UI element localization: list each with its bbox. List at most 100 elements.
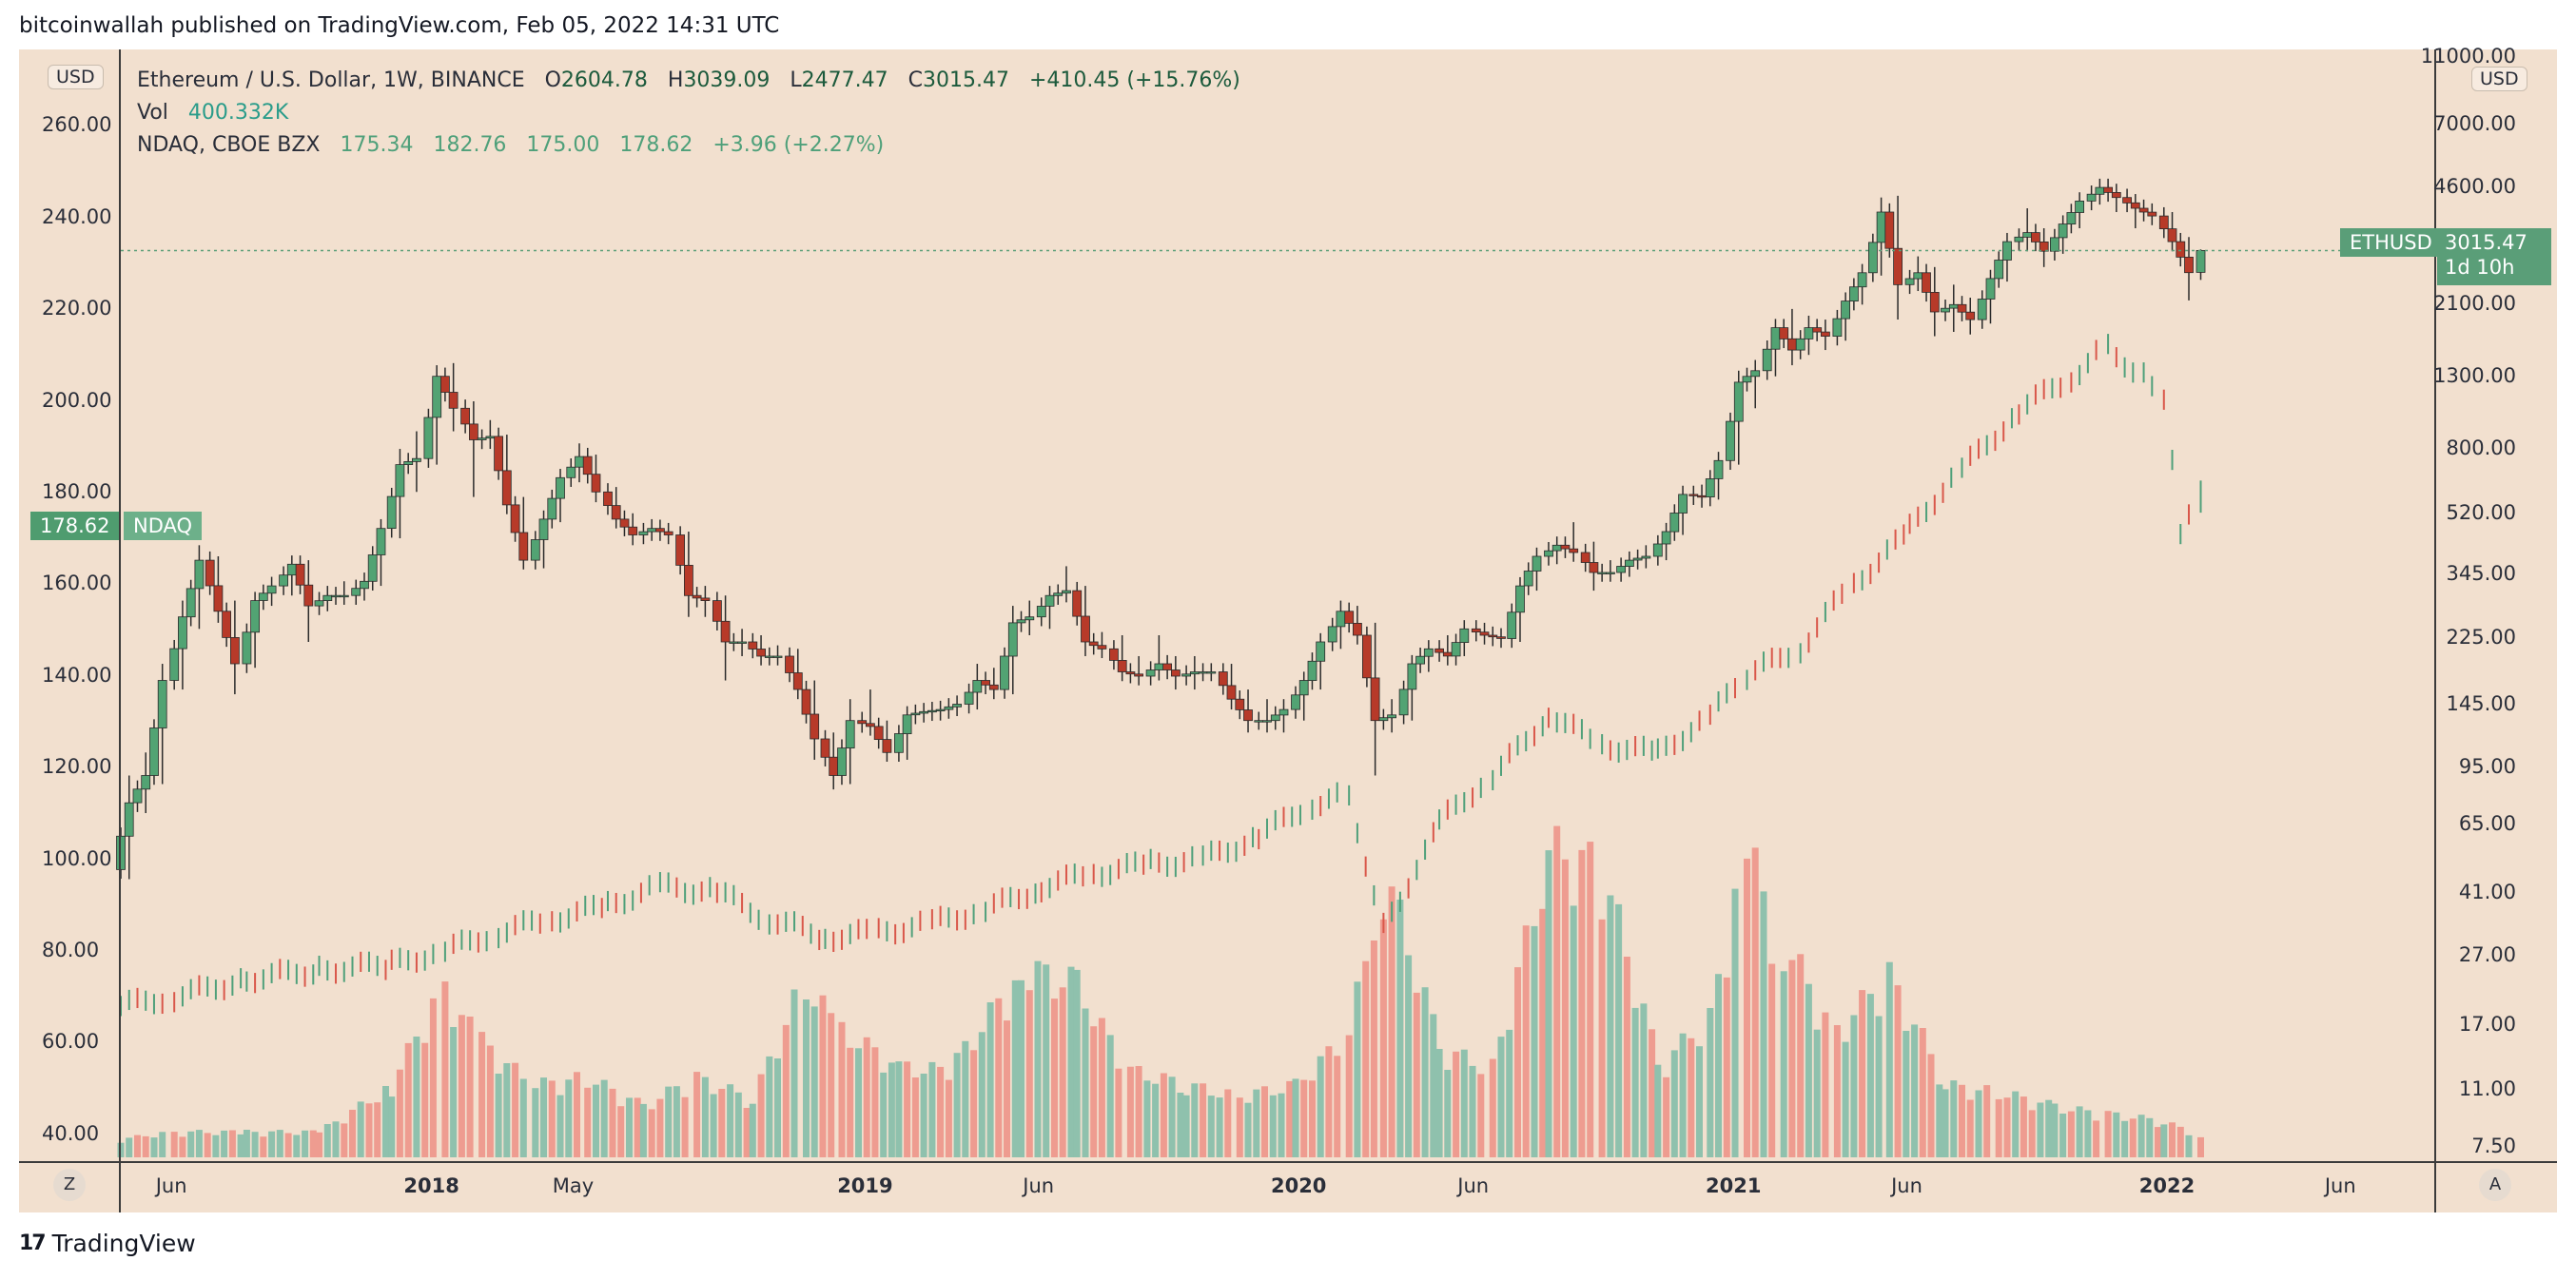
- volume-bar: [855, 1048, 862, 1157]
- volume-bar: [1191, 1083, 1199, 1157]
- eth-low: 2477.47: [801, 68, 888, 92]
- chart-area[interactable]: [19, 49, 2557, 1212]
- volume-bar: [1570, 905, 1577, 1157]
- eth-candle: [873, 726, 884, 741]
- eth-candle: [1957, 303, 1967, 313]
- tradingview-logo[interactable]: 17 TradingView: [19, 1230, 196, 1257]
- ethusd-symbol-tag: ETHUSD: [2340, 228, 2442, 257]
- volume-bar: [388, 1096, 396, 1157]
- eth-candle: [1442, 651, 1453, 657]
- volume-bar: [293, 1135, 301, 1157]
- eth-candle: [1625, 559, 1634, 567]
- volume-bar: [1207, 1096, 1215, 1157]
- eth-candle: [1589, 562, 1599, 573]
- volume-bar: [1354, 981, 1361, 1157]
- volume-bar: [1598, 919, 1606, 1157]
- volume-bar: [1531, 925, 1538, 1157]
- volume-bar: [237, 1134, 244, 1157]
- eth-candle: [1387, 714, 1396, 719]
- volume-bar: [1654, 1064, 1662, 1157]
- eth-candle: [177, 616, 187, 650]
- volume-bar: [117, 1142, 125, 1157]
- eth-candle: [684, 565, 693, 596]
- eth-candle: [1812, 327, 1823, 333]
- eth-candle: [845, 720, 855, 749]
- eth-candle: [810, 713, 820, 740]
- volume-bar: [1073, 969, 1081, 1157]
- eth-candle: [2075, 200, 2085, 213]
- volume-bar: [486, 1045, 494, 1157]
- right-axis-tick: 800.00: [2446, 436, 2516, 460]
- eth-candle: [2030, 232, 2040, 242]
- volume-bar: [986, 1002, 994, 1157]
- eth-candle: [1580, 552, 1590, 563]
- volume-bar: [617, 1106, 625, 1157]
- volume-bar: [847, 1047, 854, 1157]
- ndaq-symbol[interactable]: NDAQ, CBOE BZX: [137, 133, 321, 157]
- volume-bar: [928, 1061, 936, 1157]
- ethusd-price-tag: 3015.47 1d 10h: [2437, 228, 2551, 285]
- volume-bar: [1670, 1050, 1678, 1157]
- eth-symbol[interactable]: Ethereum / U.S. Dollar, 1W, BINANCE: [137, 68, 525, 92]
- eth-candle: [1270, 714, 1280, 722]
- volume-bar: [349, 1110, 356, 1157]
- volume-bar: [648, 1109, 655, 1157]
- volume-bar: [593, 1084, 599, 1157]
- auto-scale-a-button[interactable]: A: [2479, 1169, 2511, 1201]
- volume-bar: [1043, 964, 1050, 1157]
- volume-bar: [1942, 1089, 1949, 1157]
- volume-bar: [228, 1130, 236, 1157]
- eth-candle: [1072, 590, 1083, 617]
- eth-candle: [857, 720, 868, 725]
- volume-bar: [1034, 960, 1042, 1157]
- eth-change: +410.45 (+15.76%): [1028, 68, 1240, 92]
- volume-bar: [503, 1063, 511, 1157]
- volume-bar: [1805, 983, 1812, 1157]
- volume-bar: [1379, 919, 1387, 1157]
- left-currency-button[interactable]: USD: [48, 65, 104, 89]
- right-axis-tick: 225.00: [2446, 626, 2516, 650]
- volume-bar: [2067, 1111, 2075, 1157]
- volume-bar: [1115, 1068, 1122, 1157]
- chart-canvas[interactable]: [19, 49, 2557, 1212]
- eth-candle: [411, 457, 421, 462]
- volume-label[interactable]: Vol: [137, 101, 168, 125]
- eth-candle: [1362, 634, 1372, 679]
- eth-candle: [988, 684, 999, 690]
- eth-candle: [1884, 211, 1895, 249]
- volume-bar: [512, 1062, 519, 1157]
- eth-candle: [591, 474, 601, 493]
- volume-bar: [1631, 1007, 1639, 1157]
- volume-bar: [937, 1066, 945, 1157]
- eth-candle: [2095, 186, 2105, 195]
- volume-bar: [1152, 1083, 1160, 1157]
- volume-bar: [1370, 941, 1377, 1157]
- auto-scale-z-button[interactable]: Z: [53, 1169, 86, 1201]
- right-currency-label[interactable]: USD: [2471, 67, 2527, 91]
- volume-bar: [1200, 1083, 1207, 1157]
- volume-bar: [734, 1092, 742, 1157]
- volume-bar: [1950, 1080, 1958, 1157]
- eth-candle: [1117, 660, 1127, 672]
- right-axis-tick: 11000.00: [2420, 45, 2516, 68]
- eth-candle: [611, 505, 621, 520]
- eth-candle: [2103, 186, 2114, 193]
- eth-candle: [1370, 677, 1380, 722]
- eth-candle: [303, 584, 314, 607]
- eth-candle: [547, 497, 557, 520]
- volume-bar: [212, 1135, 220, 1157]
- eth-candle: [952, 704, 962, 708]
- eth-close: 3015.47: [923, 68, 1009, 92]
- eth-candle: [1243, 709, 1253, 722]
- volume-bar: [2176, 1126, 2184, 1157]
- eth-candle: [2014, 236, 2024, 242]
- volume-bar: [953, 1053, 961, 1157]
- eth-candle: [360, 580, 369, 590]
- eth-candle: [1507, 611, 1517, 639]
- eth-candle: [1423, 648, 1434, 657]
- eth-candle: [1523, 571, 1533, 587]
- volume-bar: [332, 1121, 340, 1157]
- volume-bar: [1018, 979, 1025, 1157]
- eth-candle: [1278, 708, 1289, 716]
- eth-candle: [1965, 311, 1976, 320]
